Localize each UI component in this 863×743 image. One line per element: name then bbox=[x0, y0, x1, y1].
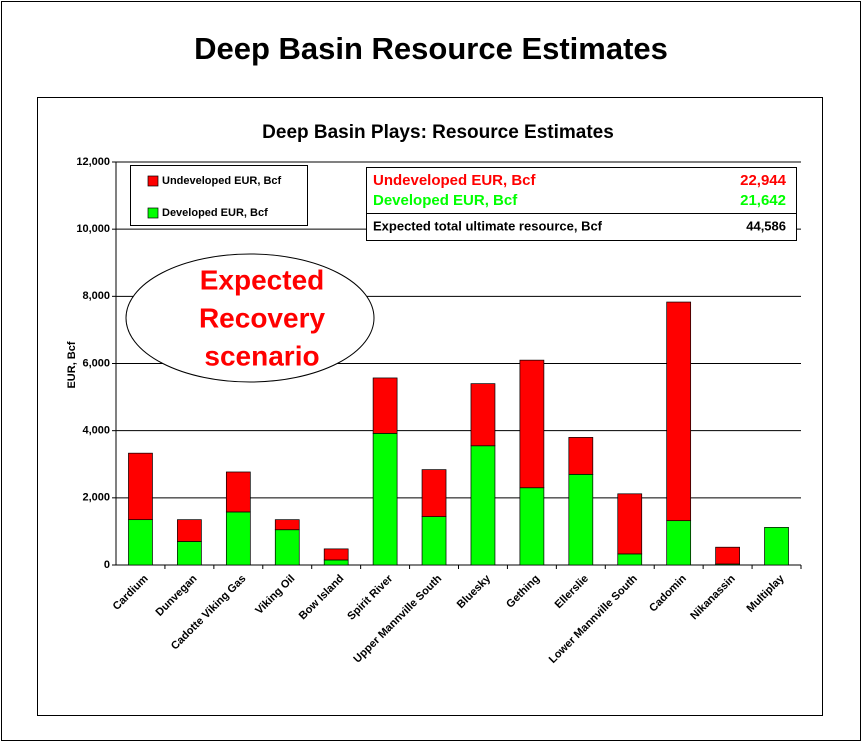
bar-segment bbox=[323, 559, 349, 566]
legend-box bbox=[130, 165, 308, 226]
bar-segment bbox=[225, 471, 251, 513]
summary-value: 44,586 bbox=[746, 218, 786, 233]
bar-segment bbox=[519, 359, 545, 489]
bar-segment bbox=[568, 437, 594, 475]
y-tick-label: 0 bbox=[104, 559, 110, 571]
bar-segment bbox=[274, 519, 300, 531]
slide-title: Deep Basin Resource Estimates bbox=[194, 31, 668, 66]
summary-value: 21,642 bbox=[740, 192, 786, 209]
bar-segment bbox=[421, 516, 447, 566]
legend-label: Developed EUR, Bcf bbox=[162, 207, 268, 219]
bar-segment bbox=[470, 445, 496, 566]
bar-segment bbox=[568, 473, 594, 566]
bar-segment bbox=[666, 520, 692, 566]
bar-segment bbox=[128, 452, 153, 521]
bar-segment bbox=[617, 553, 643, 566]
summary-label: Developed EUR, Bcf bbox=[373, 192, 518, 209]
summary-value: 22,944 bbox=[740, 172, 787, 189]
y-tick-label: 4,000 bbox=[82, 425, 110, 437]
y-tick-label: 10,000 bbox=[76, 223, 110, 235]
bar-segment bbox=[128, 519, 153, 566]
bar-segment bbox=[470, 383, 496, 447]
bar-segment bbox=[764, 527, 789, 566]
annotation-ellipse bbox=[125, 253, 375, 383]
bar-segment bbox=[666, 301, 692, 522]
summary-label: Undeveloped EUR, Bcf bbox=[373, 172, 537, 189]
y-axis-label: EUR, Bcf bbox=[66, 341, 78, 388]
bar-segment bbox=[323, 548, 349, 561]
bar-segment bbox=[519, 487, 545, 566]
bar-segment bbox=[421, 469, 447, 517]
summary-label: Expected total ultimate resource, Bcf bbox=[373, 218, 603, 233]
legend-swatch bbox=[147, 207, 159, 219]
legend-label: Undeveloped EUR, Bcf bbox=[162, 175, 282, 187]
annotation-text: scenario bbox=[204, 340, 319, 371]
bar-segment bbox=[372, 433, 398, 566]
bar-segment bbox=[177, 519, 202, 542]
chart-title: Deep Basin Plays: Resource Estimates bbox=[262, 122, 614, 143]
legend-swatch bbox=[147, 175, 159, 187]
bar-segment bbox=[274, 529, 300, 566]
y-tick-label: 2,000 bbox=[82, 492, 110, 504]
y-tick-label: 8,000 bbox=[82, 290, 110, 302]
y-tick-label: 12,000 bbox=[76, 156, 110, 168]
y-tick-label: 6,000 bbox=[82, 357, 110, 369]
bar-segment bbox=[715, 546, 740, 565]
summary-box bbox=[366, 167, 797, 241]
bar-segment bbox=[225, 511, 251, 566]
bar-segment bbox=[617, 493, 643, 555]
bar-segment bbox=[372, 377, 398, 434]
bar-segment bbox=[177, 541, 202, 566]
annotation-text: Recovery bbox=[199, 302, 326, 333]
annotation-text: Expected bbox=[200, 264, 325, 295]
